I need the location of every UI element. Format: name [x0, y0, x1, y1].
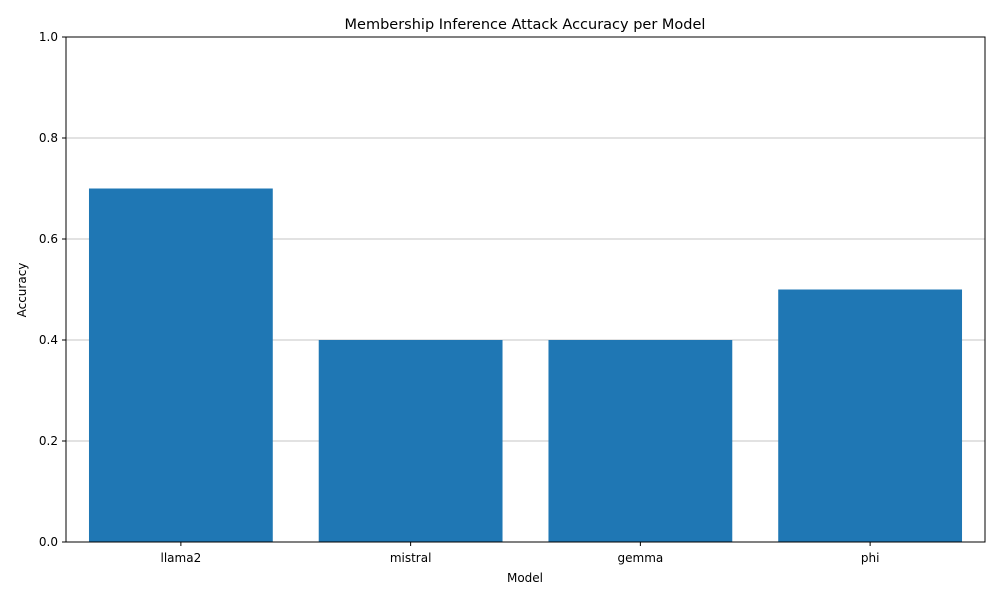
y-tick-label: 0.2 — [39, 434, 58, 448]
y-tick-label: 0.4 — [39, 333, 58, 347]
y-axis-label: Accuracy — [15, 263, 29, 318]
bar-gemma — [548, 340, 733, 542]
y-tick-label: 0.8 — [39, 131, 58, 145]
x-axis-label: Model — [507, 571, 543, 585]
chart-title: Membership Inference Attack Accuracy per… — [345, 17, 706, 33]
x-tick-label: gemma — [618, 551, 664, 565]
y-tick-label: 1.0 — [39, 30, 58, 44]
y-tick-label: 0.6 — [39, 232, 58, 246]
x-axis-ticks: llama2 mistral gemma phi — [161, 542, 880, 565]
y-tick-label: 0.0 — [39, 535, 58, 549]
x-tick-label: mistral — [390, 551, 432, 565]
y-axis-ticks: 0.0 0.2 0.4 0.6 0.8 1.0 — [39, 30, 66, 549]
bars — [88, 188, 963, 542]
bar-mistral — [318, 340, 503, 542]
bar-llama2 — [88, 188, 273, 542]
bar-phi — [778, 289, 963, 542]
x-tick-label: llama2 — [161, 551, 202, 565]
x-tick-label: phi — [861, 551, 880, 565]
plot-frame — [65, 36, 986, 543]
